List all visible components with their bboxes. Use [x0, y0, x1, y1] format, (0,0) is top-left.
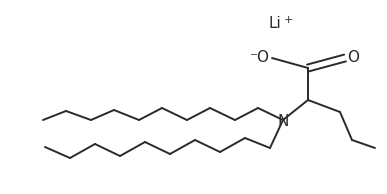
- Text: +: +: [284, 15, 293, 25]
- Text: O: O: [347, 50, 359, 66]
- Text: ⁻O: ⁻O: [250, 50, 270, 66]
- Text: Li: Li: [268, 16, 281, 31]
- Text: N: N: [277, 113, 289, 128]
